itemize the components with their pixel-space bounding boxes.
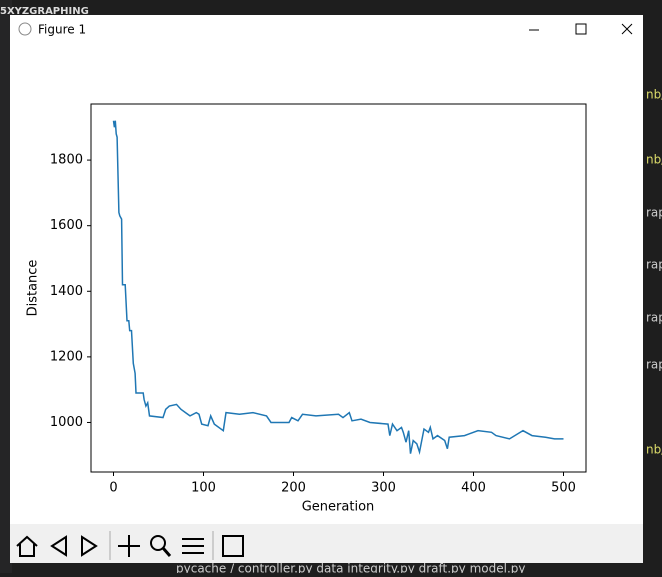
y-tick-label: 1200 [50, 349, 83, 364]
configure-button[interactable] [182, 538, 204, 554]
editor-text: nb/ [646, 88, 662, 102]
editor-text: rap [646, 311, 662, 325]
editor-text: rap [646, 206, 662, 220]
back-button[interactable] [50, 535, 67, 557]
y-tick-label: 1000 [50, 415, 83, 430]
forward-button[interactable] [81, 535, 98, 557]
y-axis-label: Distance [26, 260, 41, 317]
editor-text: nb/ [646, 443, 662, 457]
x-axis-label: Generation [302, 500, 375, 515]
folder-label: 5XYZGRAPHING [0, 6, 89, 17]
pan-button[interactable] [118, 535, 140, 557]
editor-text: nb/ [646, 153, 662, 167]
x-tick-label: 500 [551, 481, 576, 496]
file-tabs: pycache / controller.py data integrity.p… [176, 562, 526, 574]
maximize-button[interactable] [575, 23, 587, 35]
editor-text: rap [646, 258, 662, 272]
window-title: Figure 1 [38, 23, 86, 37]
app-icon [18, 22, 32, 36]
close-button[interactable] [621, 23, 633, 35]
sidebar [0, 0, 12, 573]
x-tick-label: 0 [109, 481, 117, 496]
x-tick-label: 200 [281, 481, 306, 496]
y-tick-label: 1400 [50, 284, 83, 299]
axes-frame [90, 103, 587, 473]
editor-text: rap [646, 358, 662, 372]
x-tick-label: 400 [461, 481, 486, 496]
toolbar [10, 524, 643, 563]
save-button[interactable] [222, 535, 244, 557]
x-tick-label: 100 [191, 481, 216, 496]
y-tick-label: 1800 [50, 153, 83, 168]
data-line [112, 120, 564, 455]
x-tick-label: 300 [371, 481, 396, 496]
zoom-button[interactable] [150, 535, 172, 557]
y-tick-label: 1600 [50, 218, 83, 233]
home-button[interactable] [16, 535, 38, 557]
